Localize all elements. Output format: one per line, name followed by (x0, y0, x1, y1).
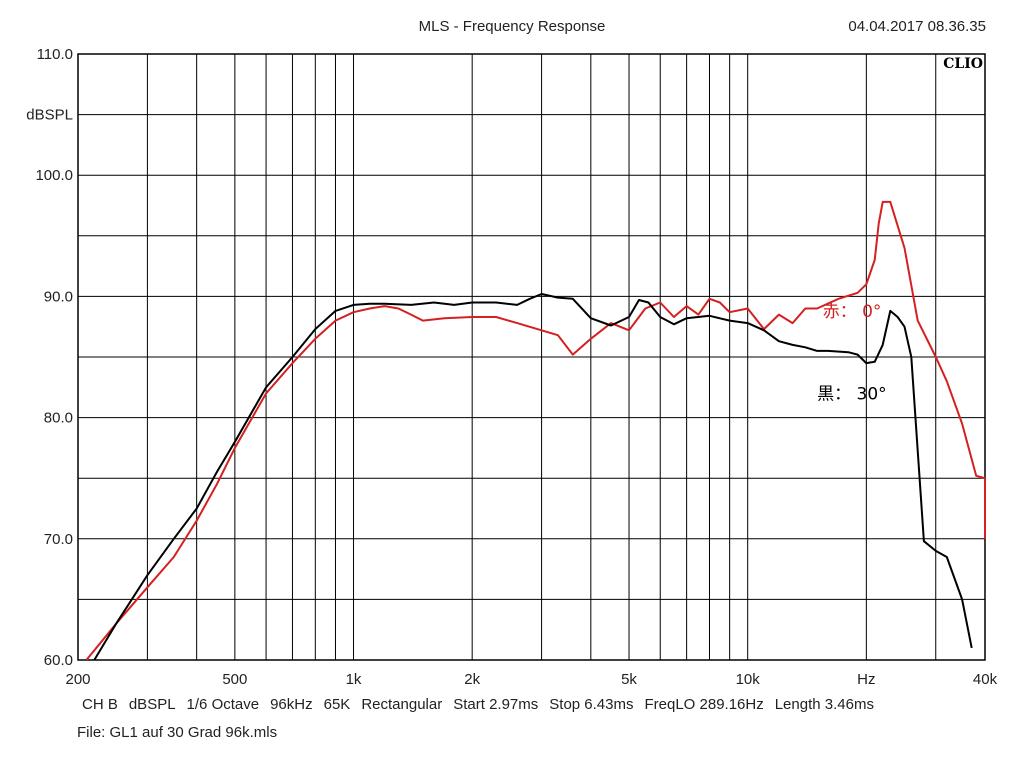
measurement-settings: CH B dBSPL 1/6 Octave 96kHz 65K Rectangular St… (82, 696, 885, 713)
y-tick-label: 80.0 (44, 410, 73, 427)
setting-item: FreqLO 289.16Hz (644, 696, 764, 713)
y-tick-label: 70.0 (44, 531, 73, 548)
setting-item: dBSPL (128, 696, 176, 713)
y-tick-label: 100.0 (35, 167, 73, 184)
setting-item: 65K (323, 696, 351, 713)
y-tick-label: 60.0 (44, 652, 73, 669)
setting-item: 1/6 Octave (186, 696, 260, 713)
series-label-1: 黒： 30° (817, 384, 887, 404)
y-tick-label: 90.0 (44, 288, 73, 305)
chart-title: MLS - Frequency Response (418, 18, 606, 35)
x-tick-label: 40k (973, 671, 998, 688)
x-tick-label: 10k (736, 671, 761, 688)
y-axis-ticks: 110.0 dBSPL 100.0 90.0 80.0 70.0 60.0 (26, 46, 73, 669)
setting-item: 96kHz (270, 696, 313, 713)
series-line-1 (93, 293, 973, 661)
plot-frame (77, 53, 986, 661)
x-tick-label: 5k (621, 671, 637, 688)
x-tick-label: Hz (857, 671, 875, 688)
setting-item: Rectangular (361, 696, 443, 713)
x-tick-label: 1k (346, 671, 362, 688)
x-axis-ticks: 200 500 1k 2k 5k 10k Hz 40k (65, 671, 997, 688)
timestamp: 04.04.2017 08.36.35 (848, 18, 986, 35)
y-tick-label: 110.0 (37, 46, 73, 63)
setting-item: Length 3.46ms (774, 696, 874, 713)
file-name: File: GL1 auf 30 Grad 96k.mls (77, 724, 278, 741)
setting-item: CH B (82, 696, 118, 713)
x-tick-label: 200 (65, 671, 90, 688)
series-line-0 (85, 200, 986, 661)
series-label-0: 赤： 0° (823, 302, 882, 322)
clio-logo: CLIO (943, 56, 983, 72)
grid-lines (78, 54, 985, 660)
x-tick-label: 2k (464, 671, 480, 688)
x-tick-label: 500 (222, 671, 247, 688)
y-tick-label: dBSPL (26, 107, 73, 124)
series-labels: 赤： 0° 黒： 30° (817, 302, 887, 404)
setting-item: Stop 6.43ms (549, 696, 634, 713)
setting-item: Start 2.97ms (453, 696, 539, 713)
series-lines (85, 200, 986, 661)
